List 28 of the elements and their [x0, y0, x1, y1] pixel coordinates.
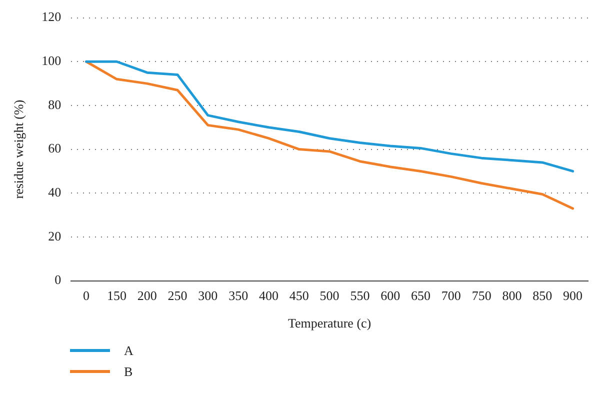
x-tick-label: 350 — [228, 288, 248, 304]
y-tick-label: 20 — [48, 228, 62, 244]
y-axis-title: residue weight (%) — [11, 100, 26, 199]
x-tick-label: 500 — [320, 288, 340, 304]
x-axis-title: Temperature (c) — [288, 316, 372, 331]
x-tick-label: 200 — [137, 288, 157, 304]
x-tick-label: 150 — [106, 288, 126, 304]
x-tick-label: 800 — [502, 288, 522, 304]
y-tick-label: 120 — [42, 9, 62, 24]
y-tick-label: 0 — [54, 272, 62, 288]
y-tick-label: 80 — [48, 96, 62, 112]
x-tick-label: 250 — [168, 288, 188, 304]
x-tick-label: 600 — [380, 288, 400, 304]
y-tick-label: 60 — [48, 140, 62, 156]
legend-label: A — [124, 342, 134, 358]
x-tick-label: 700 — [441, 288, 461, 304]
x-tick-label: 750 — [472, 288, 492, 304]
x-tick-label: 900 — [563, 288, 583, 304]
y-tick-label: 40 — [48, 184, 62, 200]
x-tick-label: 650 — [411, 288, 431, 304]
x-tick-label: 450 — [289, 288, 309, 304]
x-tick-label: 850 — [532, 288, 552, 304]
y-tick-label: 100 — [42, 53, 62, 68]
x-tick-label: 300 — [198, 288, 218, 304]
legend-label: B — [124, 364, 133, 380]
x-tick-label: 550 — [350, 288, 370, 304]
x-tick-label: 0 — [83, 288, 90, 304]
x-tick-label: 400 — [258, 288, 278, 304]
